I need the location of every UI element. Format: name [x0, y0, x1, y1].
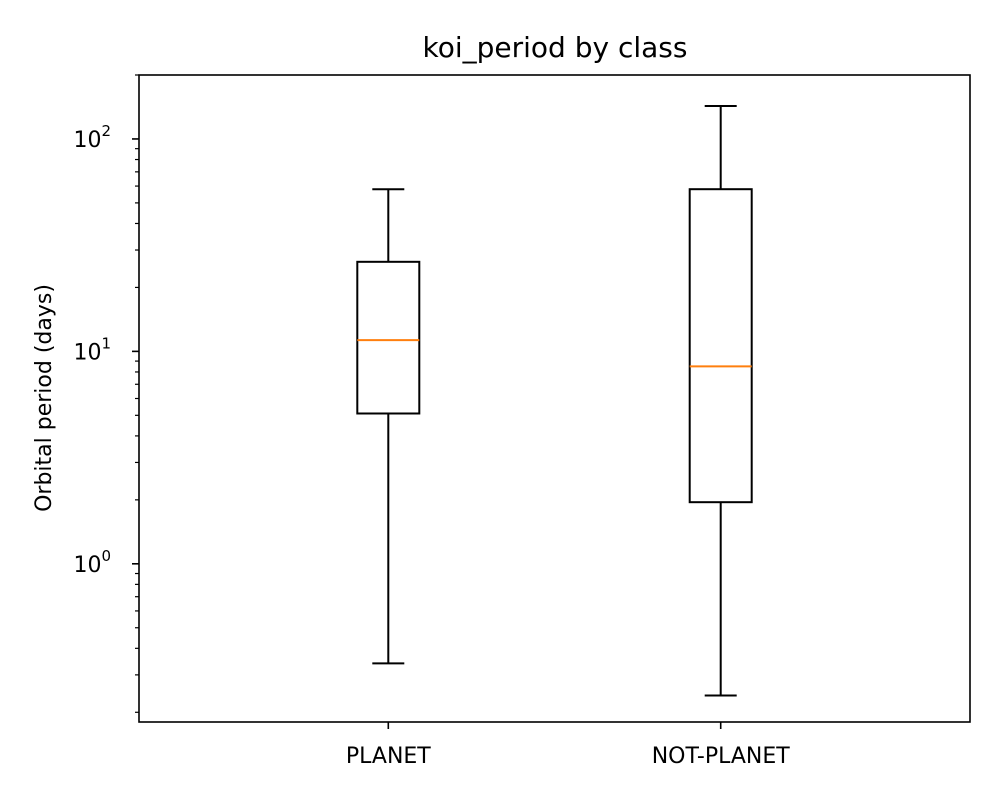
y-tick-label: 100 — [73, 547, 111, 578]
y-tick-base: 10 — [73, 553, 101, 578]
chart-title: koi_period by class — [423, 31, 688, 64]
y-tick-exponent: 1 — [101, 334, 111, 352]
x-tick-label: NOT-PLANET — [652, 744, 791, 769]
y-tick-exponent: 0 — [101, 547, 111, 565]
y-axis-label: Orbital period (days) — [32, 284, 57, 512]
box-planet — [356, 188, 421, 665]
iqr-box — [356, 260, 421, 415]
y-tick-label: 102 — [73, 122, 111, 153]
x-tick-label: PLANET — [346, 744, 431, 769]
y-tick-base: 10 — [73, 128, 101, 153]
y-tick-exponent: 2 — [101, 122, 111, 140]
iqr-box — [688, 188, 753, 504]
plot-frame — [138, 74, 971, 723]
y-tick-base: 10 — [73, 340, 101, 365]
y-tick-label: 101 — [73, 334, 111, 365]
box-not-planet — [688, 104, 753, 697]
